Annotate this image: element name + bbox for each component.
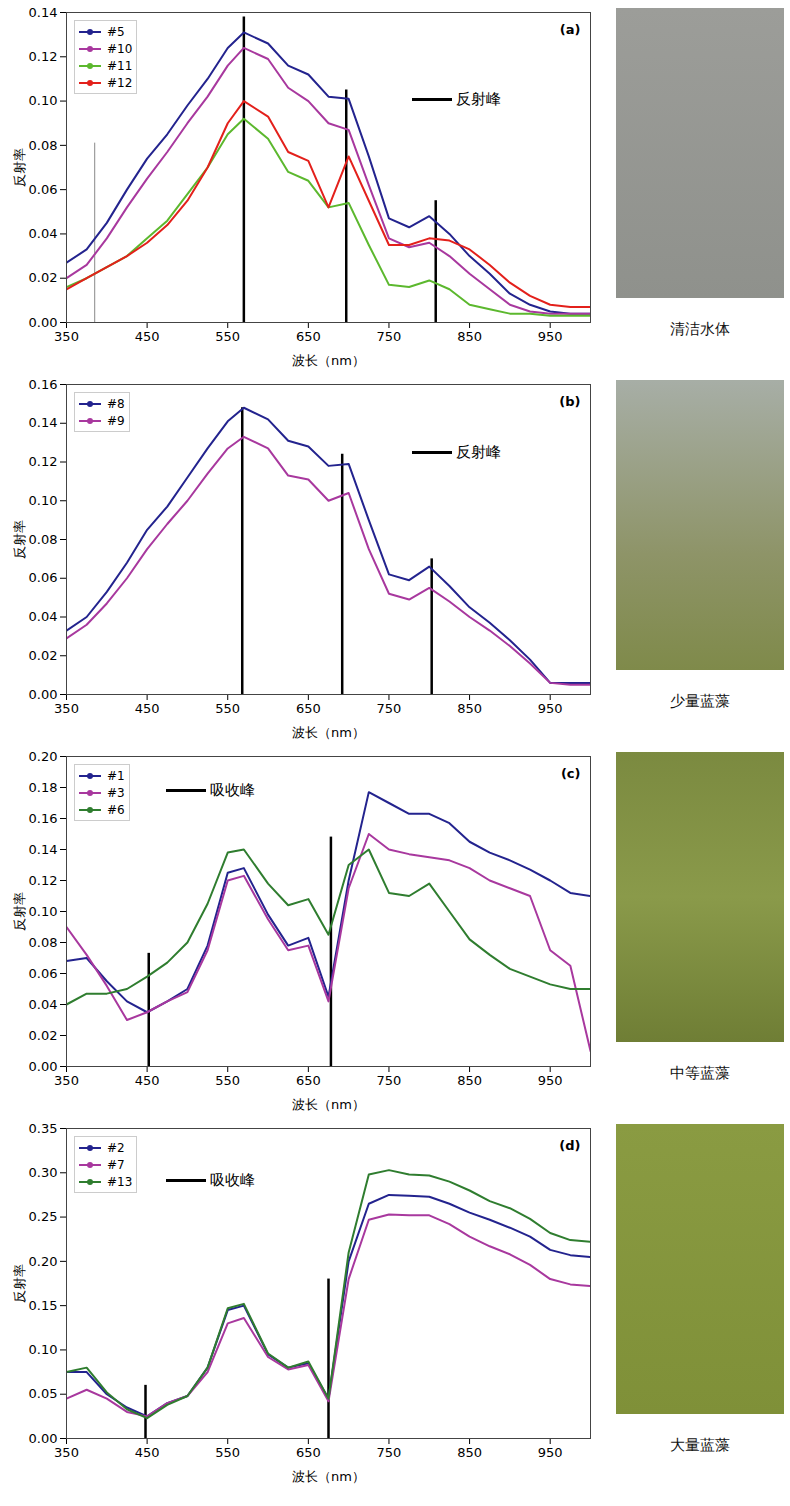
html-text:#8: #8: [107, 396, 125, 411]
html-text:#3: #3: [107, 785, 125, 800]
svg-text:波长（nm）: 波长（nm）: [292, 353, 365, 368]
svg-text:0.12: 0.12: [29, 454, 58, 469]
html-text:#13: #13: [107, 1174, 133, 1189]
svg-text:450: 450: [135, 701, 160, 716]
svg-text:350: 350: [54, 329, 79, 344]
svg-text:0.20: 0.20: [29, 1254, 58, 1269]
svg-text:0.02: 0.02: [29, 1028, 58, 1043]
svg-text:(c): (c): [561, 766, 581, 781]
html-text:清洁水体: 清洁水体: [670, 320, 730, 338]
svg-text:0.08: 0.08: [29, 138, 58, 153]
svg-text:850: 850: [457, 701, 482, 716]
html-text:#1: #1: [107, 768, 125, 783]
html-text:#5: #5: [107, 24, 125, 39]
svg-text:0.04: 0.04: [29, 997, 58, 1012]
html-text:中等蓝藻: 中等蓝藻: [670, 1064, 730, 1082]
svg-text:反射率: 反射率: [12, 520, 27, 559]
svg-text:350: 350: [54, 1445, 79, 1460]
svg-text:0.02: 0.02: [29, 648, 58, 663]
svg-text:0.16: 0.16: [29, 377, 58, 392]
html-text:吸收峰: 吸收峰: [209, 780, 255, 799]
svg-text:0.35: 0.35: [29, 1121, 58, 1136]
html-text:吸收峰: 吸收峰: [209, 1171, 255, 1190]
svg-text:0.20: 0.20: [29, 749, 58, 764]
svg-text:0.00: 0.00: [29, 1059, 58, 1074]
html-text:#9: #9: [107, 413, 125, 428]
html-text:#6: #6: [107, 802, 125, 817]
svg-text:550: 550: [215, 1445, 240, 1460]
svg-text:850: 850: [457, 1073, 482, 1088]
svg-text:550: 550: [215, 1073, 240, 1088]
svg-text:750: 750: [377, 329, 402, 344]
svg-text:0.30: 0.30: [29, 1165, 58, 1180]
svg-text:750: 750: [377, 1445, 402, 1460]
svg-text:0.02: 0.02: [29, 270, 58, 285]
svg-text:0.04: 0.04: [29, 226, 58, 241]
svg-text:950: 950: [538, 1445, 563, 1460]
svg-text:650: 650: [296, 701, 321, 716]
svg-text:0.05: 0.05: [29, 1386, 58, 1401]
svg-text:0.25: 0.25: [29, 1209, 58, 1224]
svg-text:650: 650: [296, 1445, 321, 1460]
html-text:反射峰: 反射峰: [455, 442, 501, 461]
svg-text:0.06: 0.06: [29, 570, 58, 585]
html-text:#12: #12: [107, 75, 133, 90]
html-text:#7: #7: [107, 1157, 125, 1172]
svg-text:450: 450: [135, 329, 160, 344]
svg-text:350: 350: [54, 701, 79, 716]
svg-text:波长（nm）: 波长（nm）: [292, 1469, 365, 1484]
svg-text:0.06: 0.06: [29, 966, 58, 981]
svg-text:0.14: 0.14: [29, 842, 58, 857]
svg-text:0.08: 0.08: [29, 532, 58, 547]
svg-text:0.10: 0.10: [29, 904, 58, 919]
svg-text:0.04: 0.04: [29, 609, 58, 624]
svg-text:350: 350: [54, 1073, 79, 1088]
svg-text:950: 950: [538, 701, 563, 716]
svg-text:0.14: 0.14: [29, 415, 58, 430]
html-text:#2: #2: [107, 1140, 125, 1155]
svg-text:反射率: 反射率: [12, 1264, 27, 1303]
svg-text:950: 950: [538, 329, 563, 344]
svg-text:0.12: 0.12: [29, 49, 58, 64]
svg-text:450: 450: [135, 1073, 160, 1088]
svg-text:0.18: 0.18: [29, 780, 58, 795]
svg-text:450: 450: [135, 1445, 160, 1460]
svg-text:0.00: 0.00: [29, 1431, 58, 1446]
svg-text:波长（nm）: 波长（nm）: [292, 1097, 365, 1112]
html-text:反射峰: 反射峰: [455, 89, 501, 108]
html-text:大量蓝藻: 大量蓝藻: [670, 1436, 730, 1454]
svg-text:550: 550: [215, 701, 240, 716]
html-text:#11: #11: [107, 58, 133, 73]
svg-text:550: 550: [215, 329, 240, 344]
svg-text:650: 650: [296, 329, 321, 344]
svg-text:波长（nm）: 波长（nm）: [292, 725, 365, 740]
svg-text:0.08: 0.08: [29, 935, 58, 950]
svg-text:750: 750: [377, 1073, 402, 1088]
svg-text:0.10: 0.10: [29, 493, 58, 508]
svg-text:0.16: 0.16: [29, 811, 58, 826]
svg-text:(d): (d): [559, 1138, 580, 1153]
svg-text:0.00: 0.00: [29, 687, 58, 702]
svg-text:0.10: 0.10: [29, 1342, 58, 1357]
svg-text:0.00: 0.00: [29, 315, 58, 330]
svg-text:0.14: 0.14: [29, 5, 58, 20]
svg-text:750: 750: [377, 701, 402, 716]
svg-text:950: 950: [538, 1073, 563, 1088]
svg-text:反射率: 反射率: [12, 892, 27, 931]
html-text:少量蓝藻: 少量蓝藻: [670, 692, 730, 710]
svg-text:0.10: 0.10: [29, 93, 58, 108]
svg-text:(b): (b): [559, 394, 580, 409]
html-text:#10: #10: [107, 41, 133, 56]
svg-text:850: 850: [457, 329, 482, 344]
svg-text:650: 650: [296, 1073, 321, 1088]
svg-text:反射率: 反射率: [12, 148, 27, 187]
svg-text:0.12: 0.12: [29, 873, 58, 888]
svg-text:0.06: 0.06: [29, 182, 58, 197]
svg-text:(a): (a): [560, 22, 581, 37]
svg-text:850: 850: [457, 1445, 482, 1460]
svg-text:0.15: 0.15: [29, 1298, 58, 1313]
